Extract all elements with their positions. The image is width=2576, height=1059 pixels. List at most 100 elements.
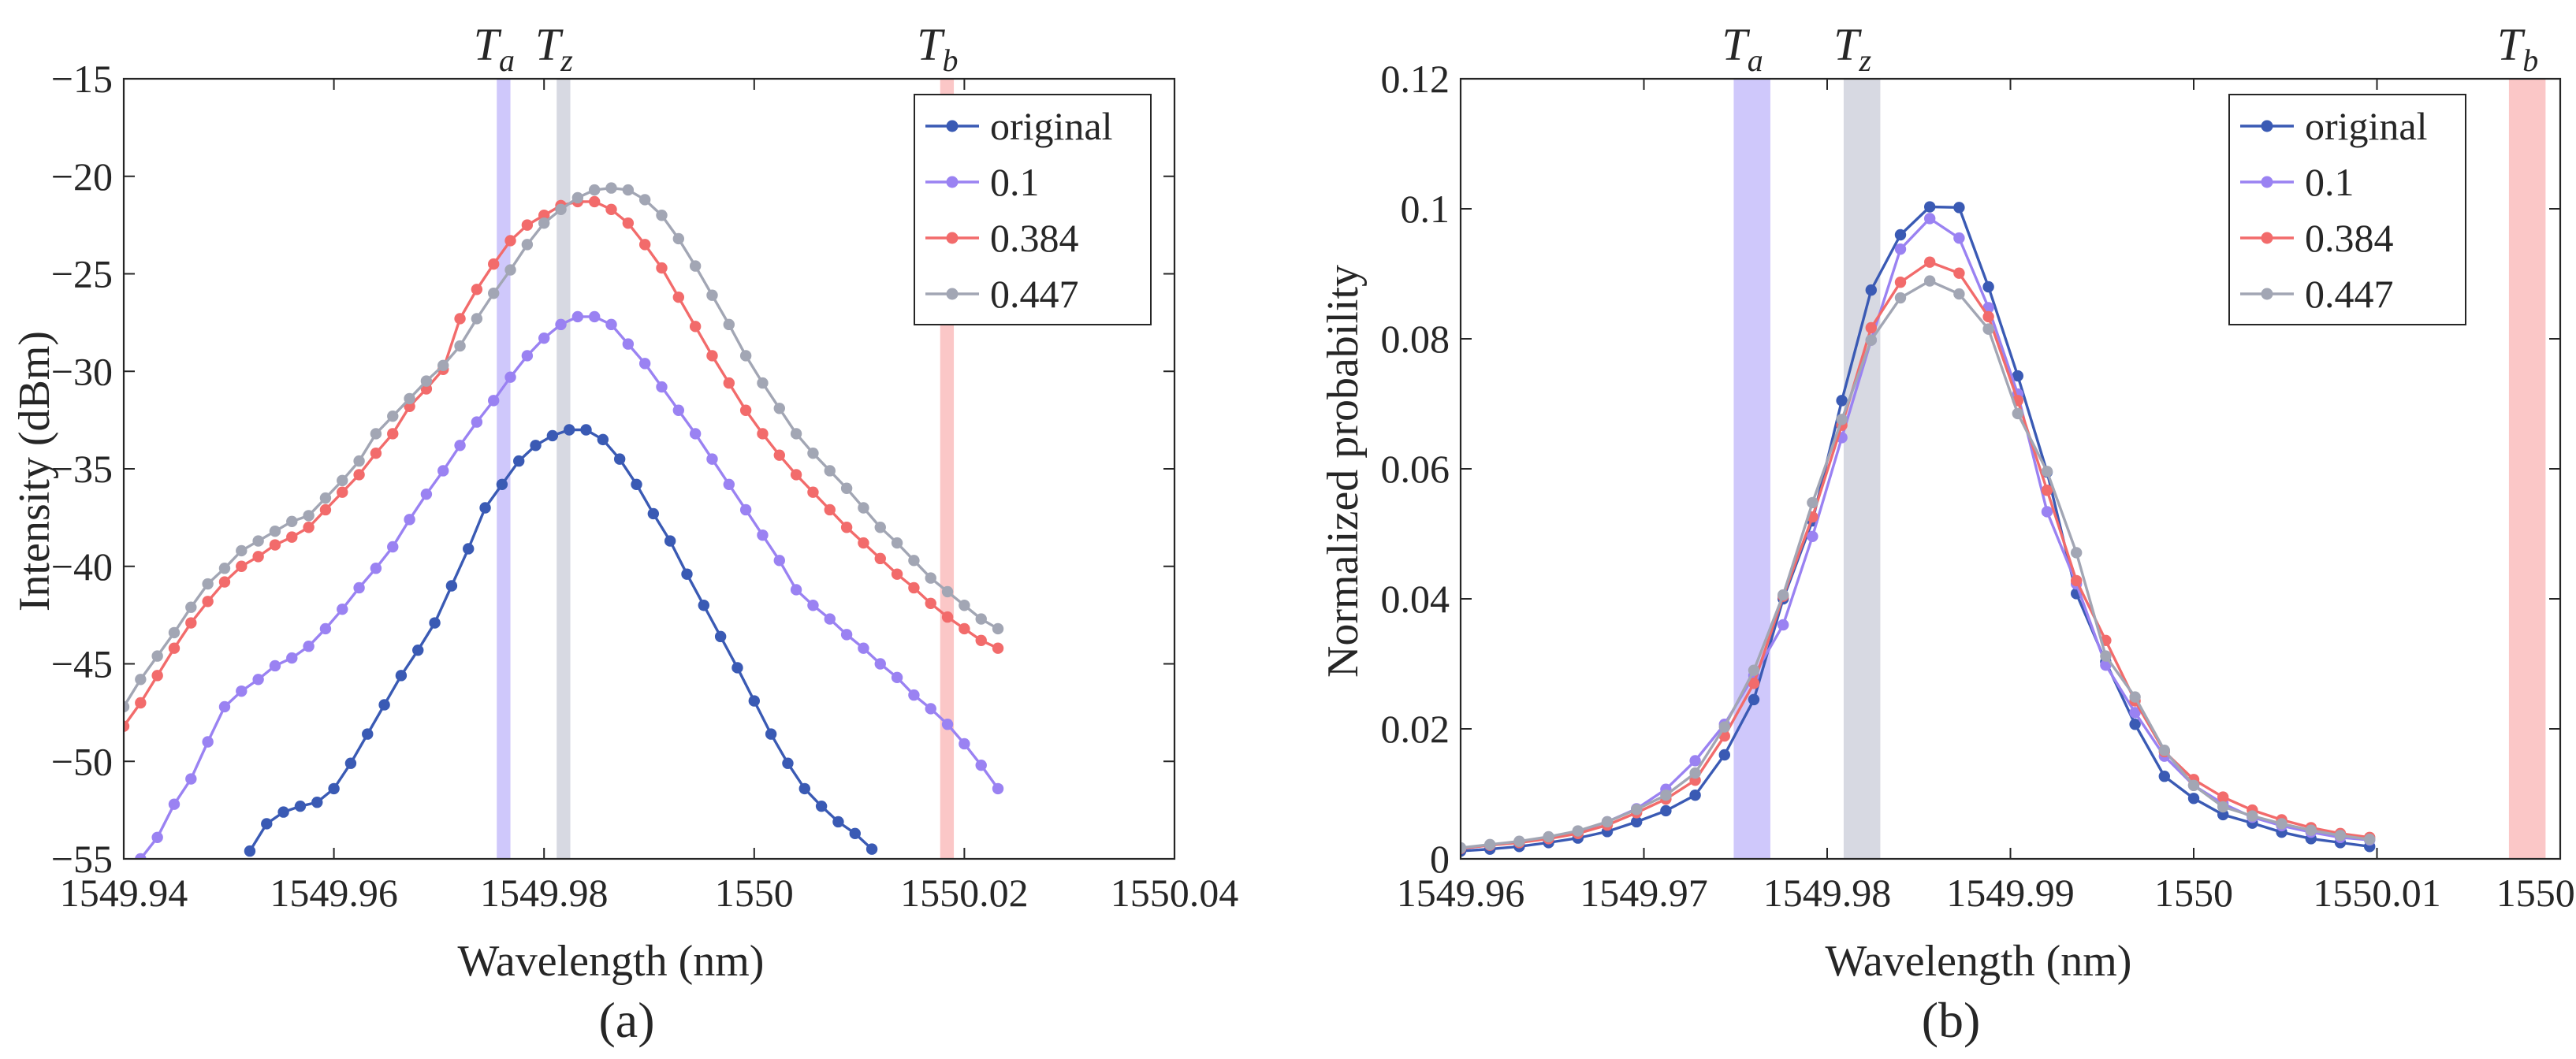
data-point-0.447	[706, 289, 718, 301]
data-point-original	[429, 617, 441, 629]
data-point-0.1	[891, 671, 903, 684]
data-point-0.447	[353, 455, 365, 467]
legend-label-0.447: 0.447	[990, 272, 1079, 316]
data-point-original	[546, 429, 559, 442]
data-point-0.447	[891, 537, 903, 549]
data-point-0.1	[1924, 213, 1936, 225]
data-point-0.447	[2187, 779, 2200, 791]
data-point-0.1	[151, 831, 163, 843]
data-point-0.1	[739, 503, 752, 516]
x-tick-label: 1550.02	[900, 871, 1029, 915]
data-point-0.447	[1689, 767, 1701, 779]
data-point-original	[530, 440, 542, 451]
data-point-0.447	[1748, 664, 1760, 676]
data-point-original	[782, 757, 794, 769]
legend-label-0.384: 0.384	[990, 216, 1079, 260]
y-tick-label: −35	[51, 447, 113, 491]
data-point-original	[412, 644, 424, 656]
y-axis-label-b: Normalized probability	[1319, 265, 1368, 678]
data-point-0.447	[488, 288, 500, 299]
data-point-0.384	[168, 642, 181, 654]
data-point-0.1	[1953, 232, 1965, 244]
data-point-0.447	[437, 359, 449, 372]
data-point-original	[277, 806, 289, 818]
data-point-0.1	[437, 465, 449, 477]
data-point-0.1	[622, 338, 635, 350]
x-tick-label: 1549.96	[1397, 871, 1525, 915]
data-point-0.447	[2217, 801, 2229, 813]
data-point-0.1	[2041, 506, 2053, 518]
data-point-original	[731, 662, 743, 674]
band-a	[1733, 79, 1770, 859]
data-point-0.1	[454, 440, 466, 451]
data-point-0.384	[353, 469, 365, 481]
data-point-0.384	[773, 449, 785, 461]
band-z	[557, 79, 571, 859]
data-point-0.447	[2158, 745, 2170, 756]
data-point-0.447	[135, 674, 147, 686]
data-point-0.384	[151, 670, 163, 682]
data-point-0.447	[840, 482, 853, 494]
data-point-0.447	[387, 410, 399, 422]
x-tick-label: 1550	[2154, 871, 2233, 915]
legend-marker-original	[2261, 120, 2273, 132]
x-tick-label: 1550	[715, 871, 794, 915]
data-point-original	[344, 757, 357, 769]
data-point-original	[395, 670, 408, 682]
series-line-0.384	[1461, 260, 2370, 850]
data-point-0.384	[124, 720, 130, 732]
data-point-original	[2187, 793, 2200, 804]
data-point-0.1	[858, 642, 869, 654]
data-point-original	[664, 535, 676, 547]
data-point-0.1	[874, 658, 886, 670]
data-point-original	[2217, 808, 2229, 821]
legend-marker-original	[946, 120, 959, 132]
band-label-a: Ta	[474, 19, 515, 78]
data-point-original	[765, 728, 777, 740]
data-point-0.447	[2129, 691, 2141, 703]
band-label-main: T	[2497, 19, 2526, 70]
data-point-original	[631, 478, 642, 490]
y-tick-label: 0.02	[1381, 707, 1450, 751]
data-point-0.384	[319, 503, 332, 516]
data-point-0.447	[454, 340, 466, 352]
band-label-main: T	[1722, 19, 1751, 70]
data-point-0.384	[689, 321, 702, 333]
data-point-0.384	[588, 195, 601, 208]
data-point-0.447	[2012, 407, 2023, 420]
data-point-0.1	[252, 674, 264, 686]
data-point-original	[580, 424, 592, 436]
data-point-0.447	[124, 700, 130, 713]
data-point-original	[865, 843, 878, 855]
data-point-0.1	[1778, 619, 1789, 631]
data-point-0.1	[790, 584, 802, 596]
x-tick-label: 1549.96	[270, 871, 398, 915]
data-point-0.384	[303, 522, 315, 533]
data-point-0.447	[672, 232, 685, 245]
data-point-0.384	[824, 503, 836, 516]
data-point-0.447	[185, 601, 197, 613]
data-point-0.1	[757, 529, 769, 541]
legend-marker-0.1	[2261, 176, 2273, 188]
data-point-0.447	[1461, 842, 1467, 854]
legend-label-original: original	[990, 104, 1113, 148]
data-point-0.384	[185, 617, 197, 629]
data-point-0.384	[252, 551, 264, 563]
data-point-0.1	[2129, 707, 2141, 719]
data-point-0.447	[1543, 830, 1554, 843]
x-tick-label: 1549.98	[1763, 871, 1892, 915]
data-point-0.447	[404, 392, 415, 405]
data-point-0.447	[975, 613, 987, 625]
data-point-0.384	[891, 568, 903, 580]
data-point-0.447	[555, 203, 567, 216]
data-point-0.1	[672, 404, 685, 416]
data-point-0.384	[521, 219, 534, 231]
data-point-0.384	[538, 210, 550, 221]
data-point-0.1	[992, 782, 1004, 795]
data-point-0.447	[908, 555, 920, 567]
data-point-0.447	[807, 448, 819, 459]
band-label-z: Tz	[1833, 19, 1871, 78]
data-point-0.447	[588, 184, 601, 196]
